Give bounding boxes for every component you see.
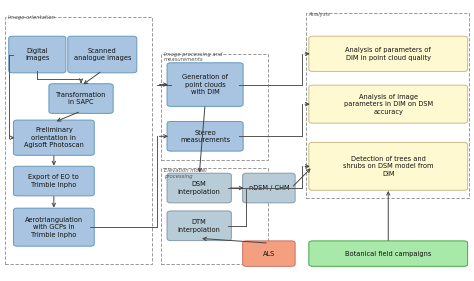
FancyBboxPatch shape	[167, 211, 231, 241]
FancyBboxPatch shape	[309, 85, 468, 123]
Text: Stereo
measurements: Stereo measurements	[180, 130, 230, 143]
FancyBboxPatch shape	[167, 121, 243, 151]
Text: Scanned
analogue images: Scanned analogue images	[73, 48, 131, 61]
Text: Analysis of image
parameters in DIM on DSM
accuracy: Analysis of image parameters in DIM on D…	[344, 94, 433, 115]
Text: Image orientation: Image orientation	[8, 15, 55, 20]
Text: Export of EO to
Trimble Inpho: Export of EO to Trimble Inpho	[28, 174, 79, 188]
FancyBboxPatch shape	[243, 241, 295, 266]
FancyBboxPatch shape	[309, 241, 468, 266]
FancyBboxPatch shape	[167, 63, 243, 106]
FancyBboxPatch shape	[13, 208, 94, 246]
FancyBboxPatch shape	[167, 173, 231, 203]
FancyBboxPatch shape	[49, 84, 113, 113]
FancyBboxPatch shape	[309, 36, 468, 71]
Text: Digital
images: Digital images	[25, 48, 49, 61]
Text: Image processing and
measurements: Image processing and measurements	[164, 52, 222, 62]
FancyBboxPatch shape	[9, 36, 66, 73]
FancyBboxPatch shape	[68, 36, 137, 73]
Text: Analysis of parameters of
DIM in point cloud quality: Analysis of parameters of DIM in point c…	[346, 47, 431, 61]
Text: Detection of trees and
shrubs on DSM model from
DIM: Detection of trees and shrubs on DSM mod…	[343, 156, 434, 177]
FancyBboxPatch shape	[13, 120, 94, 155]
FancyBboxPatch shape	[309, 142, 468, 190]
Text: Preliminary
orientation in
Agisoft Photoscan: Preliminary orientation in Agisoft Photo…	[24, 127, 84, 148]
FancyBboxPatch shape	[243, 173, 295, 203]
Text: nDSM / CHM: nDSM / CHM	[248, 185, 289, 191]
Text: DTM
interpolation: DTM interpolation	[178, 219, 220, 233]
Text: Aerotriangulation
with GCPs in
Trimble Inpho: Aerotriangulation with GCPs in Trimble I…	[25, 217, 83, 238]
Text: DSM
interpolation: DSM interpolation	[178, 181, 220, 195]
Text: Analysis: Analysis	[308, 12, 330, 17]
FancyBboxPatch shape	[13, 166, 94, 196]
Text: Transformation
in SAPC: Transformation in SAPC	[56, 92, 106, 105]
Text: Generation of
point clouds
with DIM: Generation of point clouds with DIM	[182, 74, 228, 95]
Text: ALS: ALS	[263, 251, 275, 257]
Text: Elevation model
processing: Elevation model processing	[164, 168, 207, 179]
Text: Botanical field campaigns: Botanical field campaigns	[345, 251, 431, 257]
